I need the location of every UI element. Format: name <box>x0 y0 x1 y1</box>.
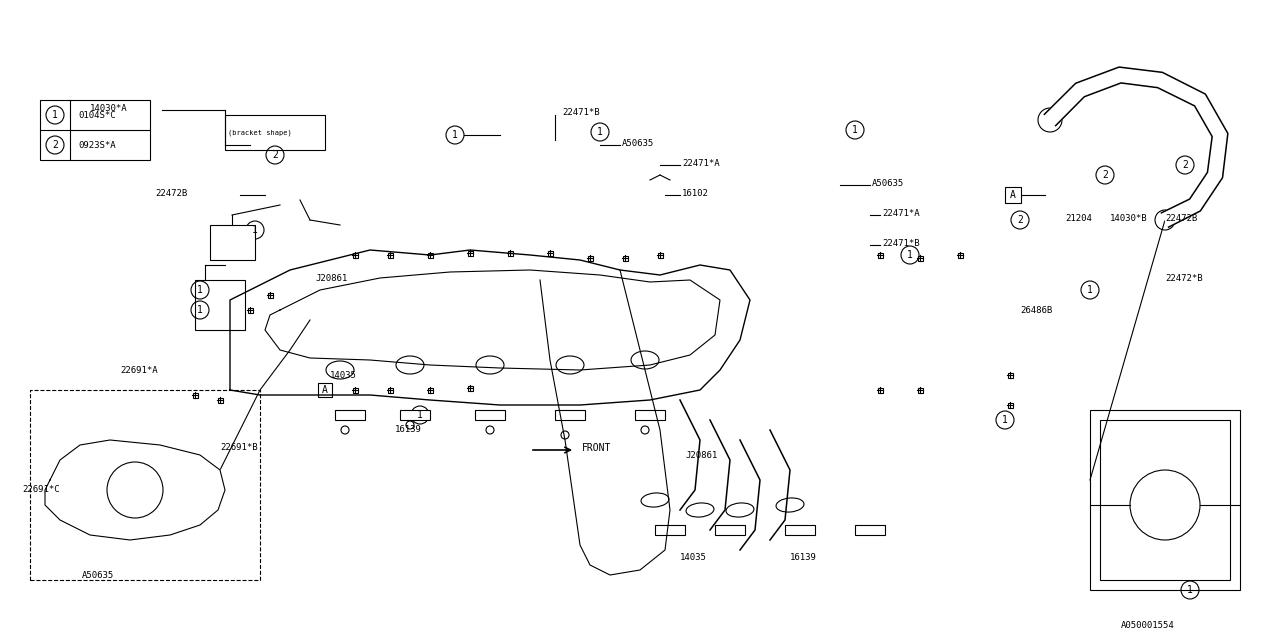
Bar <box>467 250 472 255</box>
Bar <box>918 387 923 392</box>
Bar <box>548 250 553 255</box>
Bar <box>1007 403 1012 408</box>
Bar <box>918 255 923 260</box>
Bar <box>855 525 884 535</box>
Bar <box>1100 420 1230 580</box>
Text: 26486B: 26486B <box>1020 305 1052 314</box>
Text: A: A <box>323 385 328 395</box>
Bar <box>1005 187 1021 203</box>
Text: 14035: 14035 <box>680 554 707 563</box>
Bar <box>335 410 365 420</box>
Circle shape <box>340 426 349 434</box>
Circle shape <box>561 431 570 439</box>
Text: A50635: A50635 <box>82 570 114 579</box>
Text: 1: 1 <box>417 410 422 420</box>
Polygon shape <box>45 440 225 540</box>
Text: FRONT: FRONT <box>582 443 612 453</box>
Text: A50635: A50635 <box>622 138 654 147</box>
Bar <box>317 383 332 397</box>
Bar <box>467 385 472 390</box>
Bar <box>352 253 357 257</box>
Text: 1: 1 <box>596 127 603 137</box>
Text: J20861: J20861 <box>315 273 347 282</box>
Text: 16102: 16102 <box>682 189 709 198</box>
Text: 1: 1 <box>908 250 913 260</box>
Bar <box>716 525 745 535</box>
Text: A050001554: A050001554 <box>1121 621 1175 630</box>
Bar <box>428 253 433 257</box>
Text: 16139: 16139 <box>790 554 817 563</box>
Text: 22472*B: 22472*B <box>1165 273 1203 282</box>
Text: J20861: J20861 <box>685 451 717 460</box>
Text: 2: 2 <box>1102 170 1108 180</box>
Circle shape <box>486 426 494 434</box>
Circle shape <box>641 426 649 434</box>
Text: 1: 1 <box>52 110 58 120</box>
Text: 1: 1 <box>1002 415 1007 425</box>
Bar <box>401 410 430 420</box>
Text: 2: 2 <box>52 140 58 150</box>
Circle shape <box>1038 108 1062 132</box>
Bar <box>475 410 506 420</box>
Bar <box>1007 372 1012 378</box>
Bar <box>507 250 512 255</box>
Circle shape <box>406 421 413 429</box>
Text: 21204: 21204 <box>1065 214 1092 223</box>
Bar <box>658 253 663 257</box>
Bar <box>388 387 393 392</box>
Bar <box>588 255 593 260</box>
Bar <box>1091 410 1240 590</box>
Bar <box>878 253 882 257</box>
Text: 1: 1 <box>452 130 458 140</box>
Text: 14030*B: 14030*B <box>1110 214 1148 223</box>
Bar <box>352 387 357 392</box>
Bar <box>785 525 815 535</box>
Bar <box>428 387 433 392</box>
Text: 0104S*C: 0104S*C <box>78 111 115 120</box>
Text: A50635: A50635 <box>872 179 904 188</box>
Text: 1: 1 <box>252 225 259 235</box>
Polygon shape <box>230 250 750 405</box>
Text: 22472B: 22472B <box>1165 214 1197 223</box>
Text: 22471*A: 22471*A <box>682 159 719 168</box>
Text: 1: 1 <box>197 285 204 295</box>
Text: A: A <box>1010 190 1016 200</box>
Text: 22472B: 22472B <box>155 189 187 198</box>
Bar <box>40 100 150 160</box>
Bar <box>635 410 666 420</box>
Bar <box>195 280 244 330</box>
Text: 1: 1 <box>197 305 204 315</box>
Text: 2: 2 <box>273 150 278 160</box>
Text: 1: 1 <box>1087 285 1093 295</box>
Bar <box>957 253 963 257</box>
Bar <box>655 525 685 535</box>
Text: 2: 2 <box>1181 160 1188 170</box>
Bar <box>878 387 882 392</box>
Text: 16139: 16139 <box>396 426 422 435</box>
Text: 14030*A: 14030*A <box>90 104 128 113</box>
Bar <box>268 292 273 298</box>
Polygon shape <box>1044 67 1228 227</box>
Bar <box>247 307 252 312</box>
Text: 22691*A: 22691*A <box>120 365 157 374</box>
Text: 2: 2 <box>1018 215 1023 225</box>
Bar <box>388 253 393 257</box>
Text: 22691*B: 22691*B <box>220 444 257 452</box>
Text: 22471*A: 22471*A <box>882 209 919 218</box>
Text: 22471*B: 22471*B <box>882 239 919 248</box>
Text: 1: 1 <box>852 125 858 135</box>
Bar <box>225 115 325 150</box>
Text: (bracket shape): (bracket shape) <box>228 130 292 136</box>
Text: 1: 1 <box>1187 585 1193 595</box>
Bar <box>218 397 223 403</box>
Text: 0923S*A: 0923S*A <box>78 141 115 150</box>
Text: 22691*C: 22691*C <box>22 486 60 495</box>
Bar <box>210 225 255 260</box>
Bar <box>29 390 260 580</box>
Bar <box>556 410 585 420</box>
Text: 14035: 14035 <box>330 371 357 380</box>
Text: 22471*B: 22471*B <box>562 108 599 116</box>
Bar <box>622 255 627 260</box>
Bar <box>192 392 197 397</box>
